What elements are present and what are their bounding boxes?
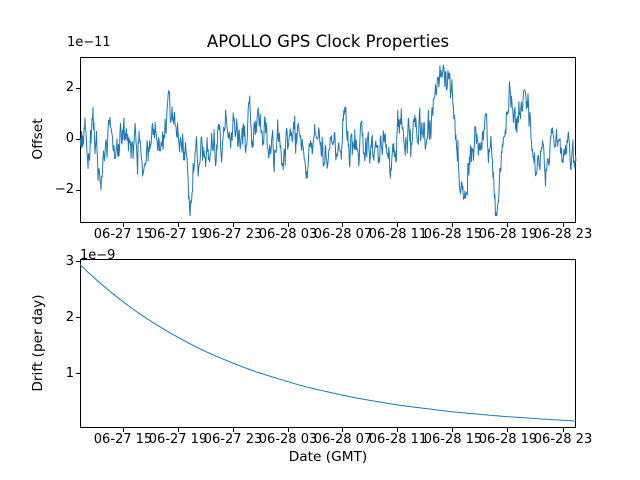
y-tick-mark [76, 373, 80, 375]
y-tick-label: −2 [54, 182, 74, 198]
y-tick-mark [76, 189, 80, 191]
offset-plot-area [80, 57, 576, 223]
x-tick-label: 06-27 15 [93, 227, 153, 242]
offset-scale-text: 1e−11 [67, 35, 111, 50]
x-tick-mark [122, 223, 124, 227]
y-tick-label: 1 [65, 365, 74, 381]
x-tick-label: 06-28 03 [258, 227, 318, 242]
y-tick-mark [76, 317, 80, 319]
x-tick-mark [397, 428, 399, 432]
x-tick-mark [232, 428, 234, 432]
x-tick-mark [122, 428, 124, 432]
y-tick-label: 0 [65, 131, 74, 147]
x-tick-mark [562, 428, 564, 432]
x-tick-label: 06-28 07 [313, 432, 373, 447]
x-tick-label: 06-27 23 [203, 432, 263, 447]
x-tick-mark [452, 223, 454, 227]
x-tick-mark [397, 223, 399, 227]
x-tick-mark [232, 223, 234, 227]
drift-scale-text: 1e−9 [80, 248, 116, 263]
x-tick-label: 06-28 03 [258, 432, 318, 447]
x-tick-mark [287, 428, 289, 432]
y-tick-label: 2 [65, 309, 74, 325]
x-tick-label: 06-28 23 [533, 432, 593, 447]
x-tick-label: 06-27 15 [93, 432, 153, 447]
y-tick-mark [76, 261, 80, 263]
x-tick-label: 06-28 23 [533, 227, 593, 242]
x-tick-mark [342, 428, 344, 432]
x-tick-mark [507, 223, 509, 227]
y-tick-label: 3 [65, 253, 74, 269]
x-tick-label: 06-28 19 [478, 227, 538, 242]
y-tick-mark [76, 138, 80, 140]
x-tick-label: 06-28 07 [313, 227, 373, 242]
x-axis-label: Date (GMT) [288, 449, 368, 465]
x-tick-label: 06-27 19 [148, 227, 208, 242]
y-tick-label: 2 [65, 80, 74, 96]
x-tick-label: 06-28 15 [423, 432, 483, 447]
x-tick-label: 06-28 15 [423, 227, 483, 242]
drift-plot-area [80, 259, 576, 428]
figure-title: APOLLO GPS Clock Properties [206, 32, 450, 51]
x-tick-label: 06-27 23 [203, 227, 263, 242]
x-tick-mark [562, 223, 564, 227]
x-tick-mark [342, 223, 344, 227]
x-tick-label: 06-28 19 [478, 432, 538, 447]
x-tick-label: 06-28 11 [368, 227, 428, 242]
x-tick-label: 06-28 11 [368, 432, 428, 447]
y-tick-mark [76, 87, 80, 89]
x-tick-mark [287, 223, 289, 227]
x-tick-label: 06-27 19 [148, 432, 208, 447]
x-tick-mark [177, 428, 179, 432]
x-tick-mark [452, 428, 454, 432]
x-tick-mark [507, 428, 509, 432]
x-tick-mark [177, 223, 179, 227]
